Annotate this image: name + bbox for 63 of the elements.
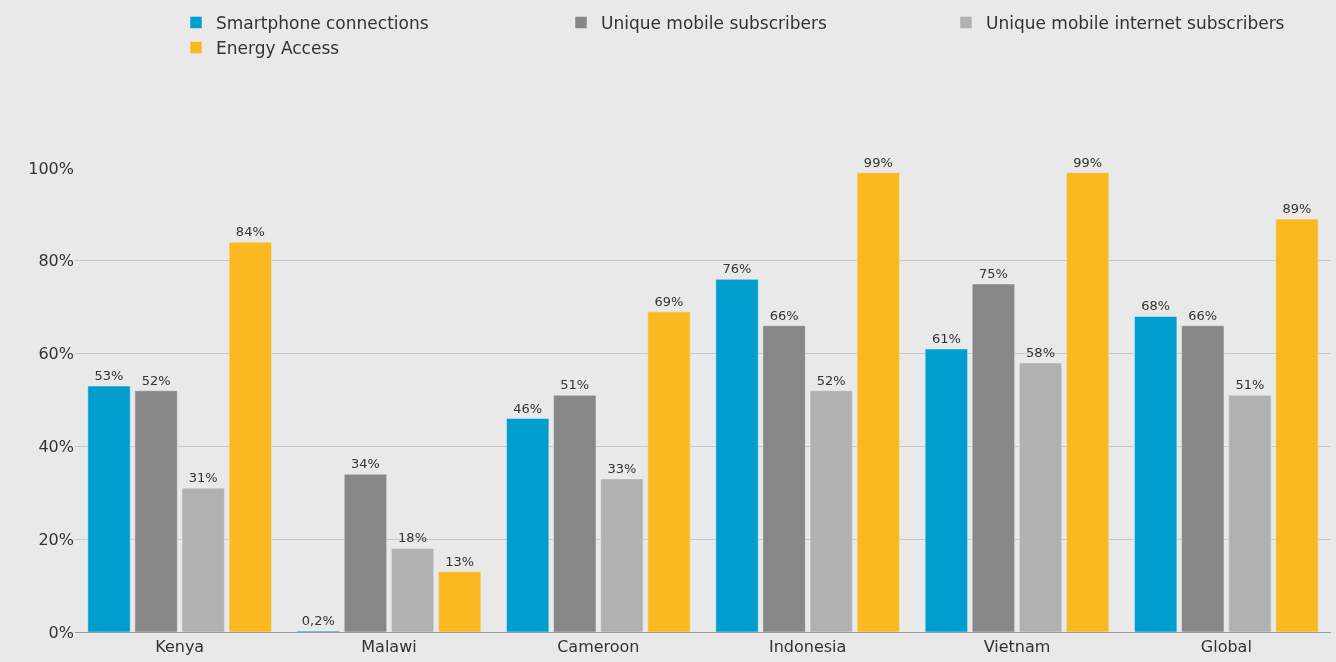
bar [1275,218,1319,632]
legend-label: Energy Access [216,38,340,59]
bar [1228,395,1272,632]
bar [600,478,644,632]
data-label: 68% [1141,298,1171,314]
x-tick-label: Kenya [155,637,205,657]
bar [181,487,225,632]
data-label: 76% [722,261,752,277]
bar [438,571,482,632]
data-label: 46% [513,400,543,416]
data-label: 13% [445,553,475,569]
data-label: 89% [1282,201,1312,217]
bar [134,390,178,632]
y-tick-label: 40% [38,437,74,456]
bar [1066,172,1110,632]
data-label: 58% [1026,344,1056,360]
y-tick-label: 60% [38,344,74,364]
x-tick-label: Global [1200,637,1252,657]
bar [972,283,1015,632]
y-tick-label: 80% [38,251,74,271]
data-label: 51% [1235,377,1265,393]
data-label: 52% [816,372,846,388]
data-label: 0,2% [301,613,335,629]
bar [762,325,806,632]
bar [228,241,272,632]
data-label: 66% [769,307,799,323]
data-label: 52% [141,372,171,388]
bar [344,473,387,632]
data-label: 75% [979,266,1008,281]
bar [87,385,131,632]
data-label: 66% [1188,307,1218,323]
bar [1181,325,1225,632]
data-label: 18% [398,530,428,546]
data-label: 33% [607,460,637,476]
bar [391,548,434,632]
data-label: 99% [863,154,893,170]
data-label: 61% [931,330,961,346]
y-tick-label: 0% [48,622,74,642]
bar [1019,362,1062,632]
y-tick-label: 20% [38,529,74,549]
bar [1134,316,1178,632]
data-label: 84% [235,224,265,240]
legend-label: Smartphone connections [216,13,429,34]
bar [647,311,691,632]
legend-label: Unique mobile subscribers [601,13,828,34]
data-label: 31% [188,470,218,486]
data-label: 99% [1073,154,1103,170]
data-label: 69% [654,293,684,309]
x-tick-label: Indonesia [768,637,847,657]
bar [553,395,597,632]
bar [856,172,900,632]
y-tick-label: 100% [28,158,74,178]
bar [924,348,968,632]
x-tick-label: Vietnam [983,637,1051,657]
bar [715,279,759,632]
data-label: 53% [94,368,124,384]
data-label: 51% [560,377,590,393]
bar [506,418,550,632]
data-label: 34% [351,456,380,472]
x-tick-label: Malawi [361,637,417,657]
bar [809,390,853,632]
legend-label: Unique mobile internet subscribers [986,13,1285,34]
x-tick-label: Cameroon [557,637,640,657]
